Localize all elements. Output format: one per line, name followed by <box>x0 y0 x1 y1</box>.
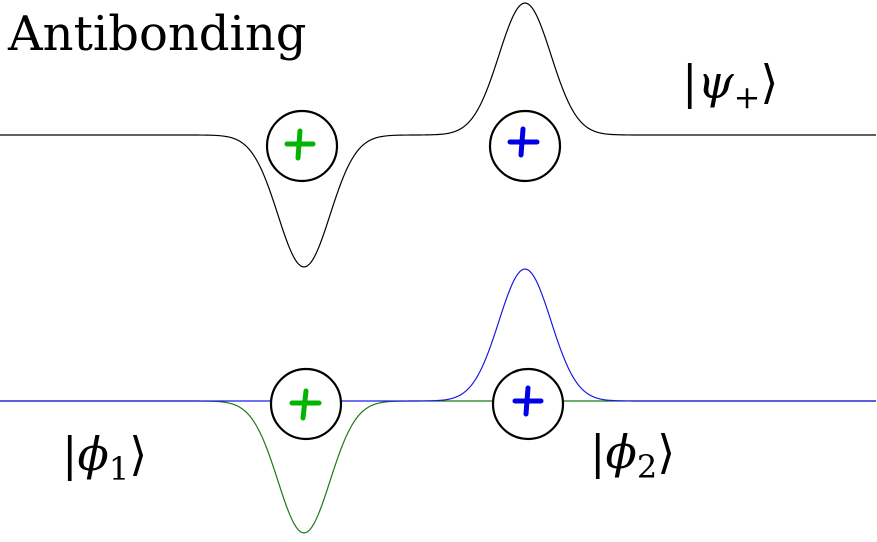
phi-2-wavefunction-curve <box>0 268 876 402</box>
psi-plus-ket-label: |ψ+⟩ <box>682 55 778 116</box>
plus-charge-icon <box>289 388 322 421</box>
upper-nucleus-right <box>488 109 562 183</box>
plus-charge-icon <box>507 126 540 158</box>
psi-plus-wavefunction-curve <box>0 2 876 268</box>
upper-nucleus-left <box>265 109 339 183</box>
lower-nucleus-left <box>269 367 343 441</box>
plus-charge-icon <box>512 385 544 417</box>
lower-nucleus-right <box>491 367 565 441</box>
plus-charge-icon <box>284 128 316 161</box>
phi-2-ket-label: |ϕ2⟩ <box>590 425 675 486</box>
diagram-title: Antibonding <box>7 6 306 62</box>
phi-1-ket-label: |ϕ1⟩ <box>62 427 147 488</box>
nucleus-ring <box>488 109 562 183</box>
